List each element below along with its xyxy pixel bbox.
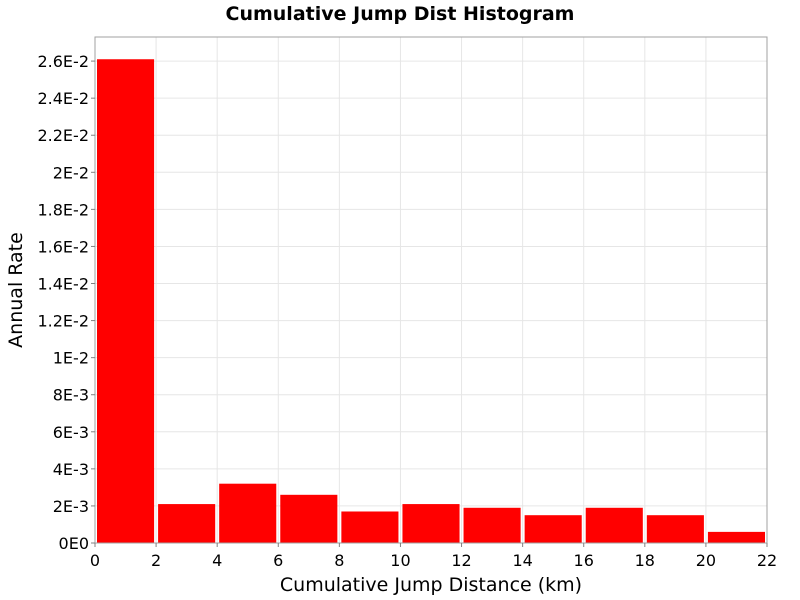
x-tick-label: 16	[574, 551, 594, 570]
y-tick-label: 4E-3	[53, 460, 89, 479]
y-axis-label: Annual Rate	[5, 232, 27, 348]
y-tick-label: 6E-3	[53, 423, 89, 442]
x-axis-label: Cumulative Jump Distance (km)	[280, 574, 582, 596]
histogram-bar-3	[280, 494, 338, 543]
x-tick-label: 2	[151, 551, 161, 570]
y-tick-label: 2.6E-2	[37, 52, 89, 71]
x-tick-label: 12	[451, 551, 471, 570]
chart-title: Cumulative Jump Dist Histogram	[226, 3, 575, 25]
y-tick-label: 1.8E-2	[37, 200, 89, 219]
y-tick-label: 1E-2	[53, 349, 89, 368]
histogram-bar-2	[219, 483, 277, 543]
y-tick-label: 2E-3	[53, 497, 89, 516]
histogram-bar-7	[524, 515, 582, 543]
y-tick-label: 1.2E-2	[37, 312, 89, 331]
histogram-bar-6	[463, 507, 521, 543]
y-axis-ticks: 0E0 2E-3 4E-3 6E-3 8E-3 1E-2 1.2E-2 1.4E-2 1.6E-…	[37, 52, 95, 553]
plot-area	[94, 36, 768, 544]
x-tick-label: 22	[757, 551, 777, 570]
x-tick-label: 18	[635, 551, 655, 570]
x-tick-label: 14	[512, 551, 532, 570]
bars	[97, 59, 765, 543]
y-tick-label: 1.4E-2	[37, 275, 89, 294]
grid-lines	[94, 37, 768, 544]
histogram-bar-5	[402, 504, 460, 543]
histogram-bar-1	[158, 504, 216, 543]
histogram-bar-10	[707, 531, 765, 543]
x-tick-label: 6	[273, 551, 283, 570]
y-tick-label: 2E-2	[53, 163, 89, 182]
y-tick-label: 1.6E-2	[37, 237, 89, 256]
histogram-bar-4	[341, 511, 399, 543]
histogram-bar-8	[585, 507, 643, 543]
x-tick-label: 0	[90, 551, 100, 570]
y-tick-label: 2.2E-2	[37, 126, 89, 145]
y-tick-label: 2.4E-2	[37, 89, 89, 108]
x-tick-label: 20	[696, 551, 716, 570]
y-tick-label: 0E0	[59, 534, 89, 553]
x-axis-ticks: 0 2 4 6 8 10 12 14 16 18 20 22	[90, 543, 777, 570]
x-tick-label: 4	[212, 551, 222, 570]
histogram-bar-0	[97, 59, 155, 543]
histogram-bar-9	[646, 515, 704, 543]
x-tick-label: 10	[390, 551, 410, 570]
y-tick-label: 8E-3	[53, 386, 89, 405]
x-tick-label: 8	[334, 551, 344, 570]
